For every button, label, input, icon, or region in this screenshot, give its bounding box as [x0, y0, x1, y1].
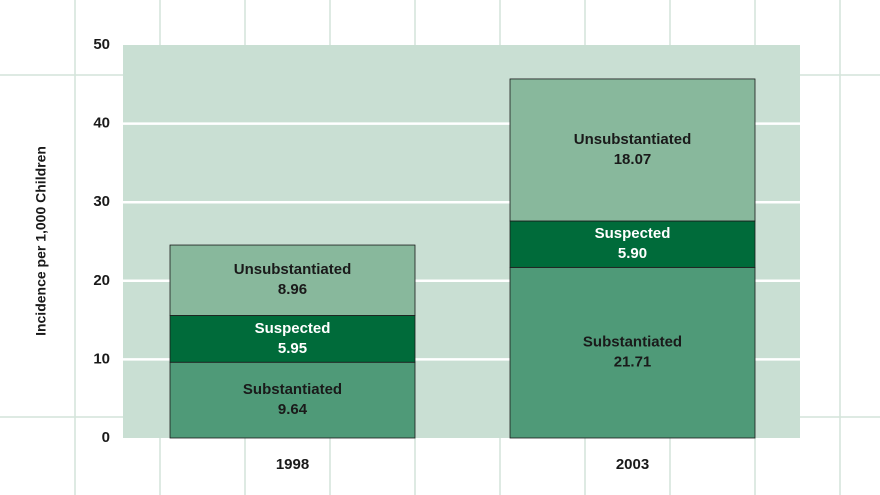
- x-tick-label: 1998: [276, 456, 309, 473]
- bar-segment: [509, 266, 756, 439]
- data-label: 18.07: [614, 151, 652, 168]
- y-tick-label: 50: [93, 36, 110, 53]
- y-tick-label: 0: [102, 429, 110, 446]
- data-label: 5.90: [618, 245, 647, 262]
- bar-segment: [169, 315, 416, 363]
- segment-name: Suspected: [595, 225, 671, 242]
- segment-name: Unsubstantiated: [574, 131, 692, 148]
- data-label: 8.96: [278, 281, 307, 298]
- y-tick-label: 30: [93, 193, 110, 210]
- y-tick-label: 40: [93, 115, 110, 132]
- segment-name: Substantiated: [243, 381, 342, 398]
- data-label: 9.64: [278, 401, 308, 418]
- data-label: 21.71: [614, 354, 652, 371]
- y-tick-label: 10: [93, 350, 110, 367]
- segment-name: Unsubstantiated: [234, 261, 352, 278]
- y-axis-label: Incidence per 1,000 Children: [33, 146, 49, 336]
- y-tick-label: 20: [93, 272, 110, 289]
- bar-segment: [509, 220, 756, 268]
- bar-segment: [509, 78, 756, 222]
- bar-segment: [169, 244, 416, 316]
- segment-name: Suspected: [255, 320, 331, 337]
- x-tick-label: 2003: [616, 456, 649, 473]
- data-label: 5.95: [278, 340, 307, 357]
- segment-name: Substantiated: [583, 334, 682, 351]
